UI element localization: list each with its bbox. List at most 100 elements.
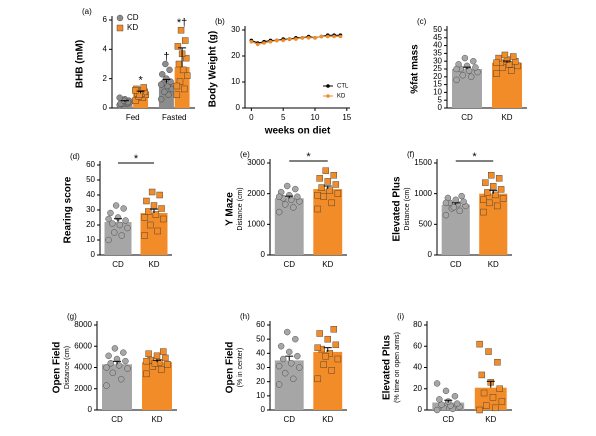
data-point	[476, 340, 483, 348]
data-point	[472, 64, 479, 71]
y-tick-label: 40	[413, 363, 422, 372]
x-tick-label: 10	[311, 113, 320, 122]
y-tick-label: 30	[86, 205, 95, 214]
data-point	[314, 375, 321, 383]
data-point	[314, 344, 321, 351]
data-point	[459, 72, 466, 79]
data-point	[173, 91, 181, 99]
legend-label: CTL	[337, 84, 349, 90]
y-tick-label: 8000	[74, 320, 92, 329]
y-tick-label: 1000	[247, 219, 265, 228]
y-tick-label: 30	[231, 25, 240, 34]
data-point	[508, 67, 515, 74]
bar	[492, 62, 522, 108]
data-point	[161, 88, 168, 96]
data-point	[143, 357, 150, 365]
data-point	[157, 95, 165, 103]
y-tick-label: 25	[433, 64, 442, 73]
x-tick-label: KD	[322, 260, 333, 269]
y-tick-label: 6	[103, 15, 108, 24]
data-point	[288, 360, 295, 367]
data-point	[105, 352, 112, 360]
x-tick-label: CD	[450, 260, 462, 269]
data-point	[249, 39, 254, 44]
data-point	[148, 188, 156, 196]
data-point	[255, 42, 260, 47]
data-point	[482, 179, 489, 186]
data-point	[451, 392, 459, 400]
data-point	[490, 183, 497, 190]
significance: *	[306, 151, 311, 163]
data-point	[107, 360, 114, 367]
x-tick-label: KD	[488, 260, 499, 269]
data-point	[492, 191, 499, 199]
data-point	[433, 380, 441, 387]
data-point	[496, 385, 503, 392]
y-tick-label: 10	[256, 391, 265, 400]
panel-label: (e)	[240, 150, 250, 159]
x-tick-label: KD	[322, 415, 333, 424]
data-point	[145, 350, 152, 357]
y-tick-label: 500	[419, 219, 433, 228]
data-point	[141, 232, 148, 239]
data-point	[109, 220, 116, 227]
bar	[142, 362, 172, 410]
data-point	[286, 348, 293, 356]
data-point	[122, 217, 129, 224]
data-point	[332, 181, 340, 188]
data-point	[326, 187, 333, 194]
legend-marker	[116, 24, 124, 32]
data-point	[498, 398, 506, 405]
y-axis-label: Open Field	[225, 342, 236, 394]
data-point	[488, 172, 495, 179]
data-point	[480, 389, 488, 397]
bar	[313, 189, 343, 255]
significance: *	[134, 153, 139, 165]
data-point	[452, 196, 459, 204]
data-point	[111, 229, 118, 236]
data-point	[140, 84, 147, 91]
data-point	[433, 406, 441, 414]
x-tick-label: CD	[111, 415, 123, 424]
y-tick-label: 40	[433, 41, 442, 50]
panel-label: (b)	[215, 17, 225, 26]
data-point	[458, 192, 465, 200]
y-tick-label: 20	[433, 72, 442, 81]
data-point	[287, 37, 292, 41]
y-axis-label: Elevated Plus	[382, 335, 393, 400]
y-tick-label: 60	[413, 341, 422, 350]
x-tick-label: KD	[148, 260, 159, 269]
y-tick-label: 20	[256, 377, 265, 386]
data-point	[493, 202, 501, 210]
x-tick-label: KD	[485, 415, 496, 424]
y-tick-label: 0	[261, 405, 266, 414]
y-tick-label: 0	[91, 250, 96, 259]
y-axis-label: BHB (mM)	[75, 40, 86, 88]
data-point	[132, 87, 139, 94]
data-point	[275, 381, 283, 388]
x-tick-label: CD	[442, 415, 454, 424]
data-point	[478, 371, 486, 379]
y-tick-label: 3000	[247, 158, 265, 167]
data-point	[468, 73, 475, 81]
data-point	[316, 330, 323, 337]
y-tick-label: 60	[256, 320, 265, 329]
data-point	[313, 36, 317, 40]
data-point	[486, 199, 493, 207]
data-point	[157, 366, 165, 373]
data-point	[461, 54, 469, 62]
panel-label: (i)	[397, 312, 404, 321]
data-point	[103, 364, 110, 371]
data-point	[484, 189, 491, 196]
data-point	[160, 215, 167, 223]
data-point	[275, 38, 279, 43]
y-tick-label: 40	[86, 190, 95, 199]
data-point	[470, 58, 477, 65]
y-axis-label: Y Maze	[225, 192, 236, 226]
data-point	[275, 193, 283, 200]
data-point	[322, 352, 329, 360]
data-point	[112, 202, 120, 209]
y-tick-label: 80	[413, 320, 422, 329]
data-point	[175, 60, 183, 68]
